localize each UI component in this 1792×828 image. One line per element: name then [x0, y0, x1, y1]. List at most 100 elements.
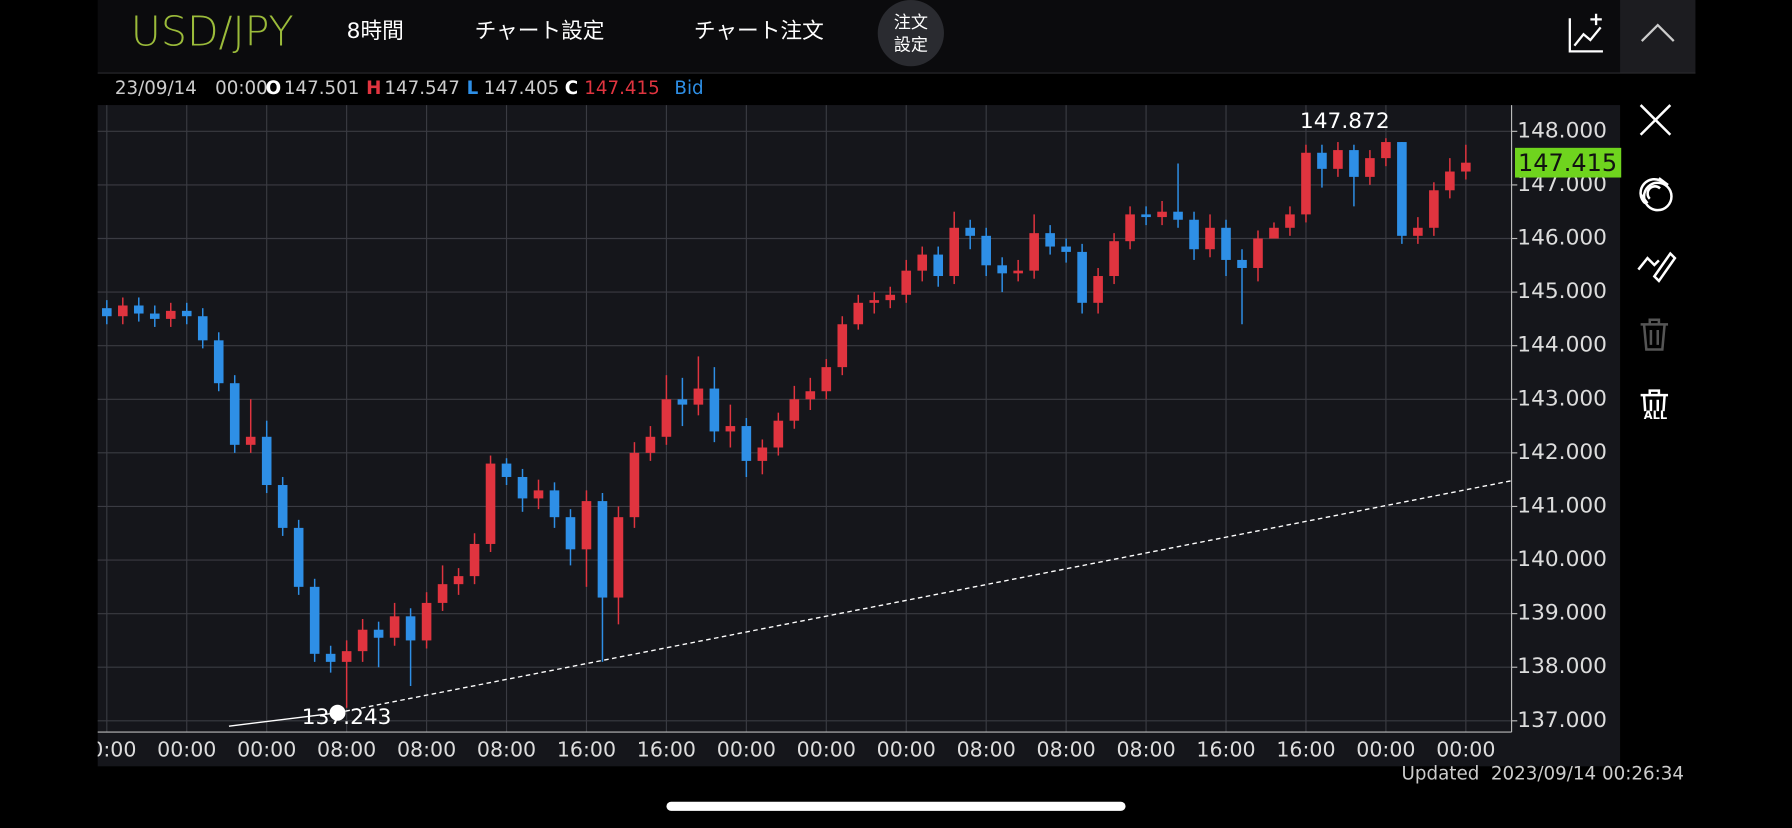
draw-pen [1652, 251, 1677, 283]
price-type: Bid [674, 78, 703, 99]
candle-body [1397, 142, 1407, 236]
x-axis: 00:00 00:00 00:00 08:00 08:00 08:00 16:00 16:00… [98, 737, 1496, 761]
candle-body [405, 616, 416, 641]
x-tick-label: 00:00 [1436, 737, 1495, 761]
draw-icon[interactable] [1637, 251, 1677, 283]
last-price-tag [1515, 147, 1622, 178]
candle-body [277, 485, 288, 528]
candle-body [629, 452, 640, 518]
candle-body [1013, 270, 1023, 274]
indicator-icon[interactable] [1568, 13, 1603, 53]
candle-body [773, 420, 784, 448]
close-icon[interactable] [1639, 104, 1672, 136]
x-tick-label: 00:00 [237, 737, 296, 761]
candle-body [517, 476, 528, 499]
candle-body [469, 543, 480, 577]
candle-body [661, 399, 672, 437]
timeframe[interactable]: 8時間 [347, 19, 404, 44]
x-tick-label: 00:00 [157, 737, 216, 761]
x-tick-label: 16:00 [1276, 737, 1335, 761]
trash-all-shape [1640, 389, 1669, 412]
candle-body [309, 586, 320, 654]
candle-body [293, 527, 304, 587]
candle-body [133, 305, 144, 314]
header-bar [97, 0, 1621, 74]
icon-line [1573, 26, 1602, 47]
magnet-icon[interactable] [1639, 177, 1673, 212]
candle-body [981, 235, 991, 266]
y-tick-label: 145.000 [1517, 279, 1607, 304]
min-label: 137.243 [302, 705, 392, 730]
open-label: O [266, 78, 282, 99]
candle-body [1189, 219, 1199, 250]
collapse-icon[interactable] [1640, 23, 1675, 42]
high-value: 147.547 [384, 78, 460, 99]
candle-body [1061, 246, 1071, 252]
order-settings-button[interactable] [877, 0, 944, 67]
candle-body [997, 265, 1007, 274]
candle-body [245, 436, 256, 445]
symbol[interactable]: USD/JPY [131, 7, 294, 55]
trash-all-icon[interactable]: ALL [1640, 389, 1669, 423]
candle-body [197, 316, 208, 341]
last-price-label: 147.415 [1518, 149, 1617, 177]
y-tick-label: 141.000 [1517, 493, 1607, 518]
candle-body [757, 447, 768, 461]
candle-body [1125, 214, 1135, 242]
candle-body [1221, 227, 1231, 260]
y-tick-label: 146.000 [1517, 226, 1607, 251]
candle-body [485, 463, 496, 544]
trash-all-mark: ALL [1644, 408, 1667, 422]
candle-body [1045, 233, 1055, 247]
y-tick-label: 143.000 [1517, 386, 1607, 411]
icon-plus [1590, 13, 1602, 26]
candle-body [709, 388, 720, 432]
candle-body [1413, 227, 1423, 236]
candle-body [181, 310, 192, 317]
candle-body [1301, 152, 1311, 215]
y-tick-label: 137.000 [1517, 708, 1607, 733]
x-tick-label: 08:00 [317, 737, 376, 761]
y-tick-label: 148.000 [1517, 118, 1607, 143]
x-tick-label: 08:00 [957, 737, 1016, 761]
candle-body [613, 517, 624, 598]
home-indicator [666, 801, 1126, 811]
candle-body [901, 270, 912, 295]
drawing-toolbar: ALL [1637, 104, 1677, 423]
candle-body [421, 602, 432, 641]
candle-body [693, 388, 704, 405]
candle-body [1077, 251, 1087, 303]
x-tick-label: 00:00 [797, 737, 856, 761]
updated-time: Updated 2023/09/14 00:26:34 [1402, 763, 1684, 784]
candle-body [1333, 150, 1343, 169]
candle-body [1253, 238, 1263, 268]
candle-body [533, 490, 544, 499]
candle-body [837, 324, 848, 368]
candle-body [501, 463, 512, 477]
candle-body [341, 651, 352, 662]
max-label: 147.872 [1300, 109, 1390, 134]
close-value: 147.415 [584, 78, 660, 99]
candle-body [1381, 142, 1391, 159]
candle-body [917, 254, 928, 271]
candle-body [869, 300, 880, 303]
trash-icon[interactable] [1640, 318, 1669, 351]
ohlc-datetime: 23/09/14 00:00 [115, 78, 268, 99]
candle-body [389, 616, 400, 638]
grid [97, 105, 1512, 733]
candle-body [261, 436, 272, 486]
candle-body [1093, 276, 1103, 303]
chart-order[interactable]: チャート注文 [694, 19, 824, 44]
x-tick-label: 08:00 [477, 737, 536, 761]
chart-settings[interactable]: チャート設定 [475, 19, 605, 44]
candle-body [149, 313, 160, 319]
candle-body [453, 576, 464, 585]
candle-body [1029, 233, 1039, 271]
candle-body [597, 501, 608, 598]
open-value: 147.501 [284, 78, 360, 99]
candle-body [549, 490, 560, 518]
y-tick-label: 140.000 [1517, 547, 1607, 572]
y-tick-label: 142.000 [1517, 440, 1607, 465]
candle-body [805, 391, 816, 400]
